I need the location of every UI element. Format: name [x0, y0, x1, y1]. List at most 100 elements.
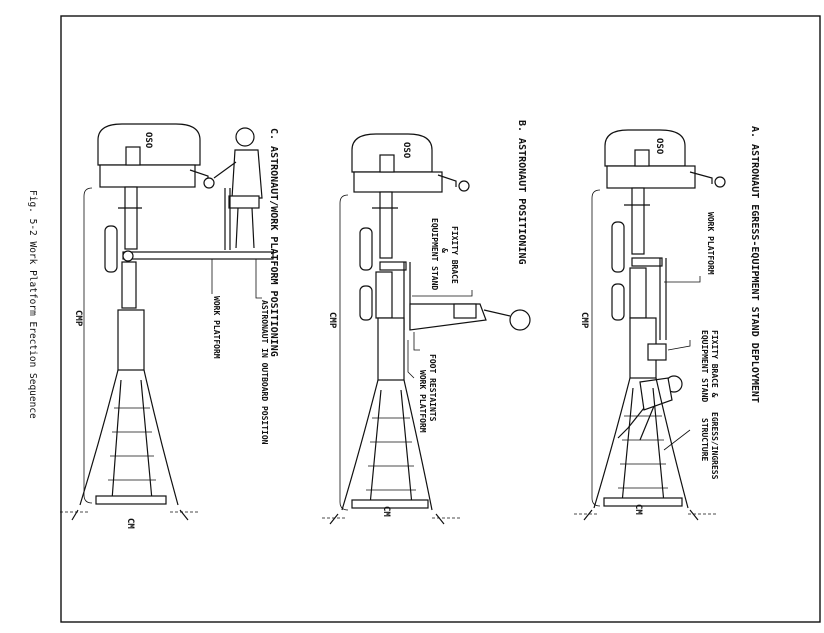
label-egress-2: STRUCTURE	[700, 418, 709, 462]
astronaut-pack	[228, 195, 260, 209]
oso-label: OSO	[401, 142, 411, 159]
side-pod	[611, 283, 625, 321]
panel-b: OSO CMP CM B. ASTRONAUT POSITIONING FIXI…	[322, 120, 531, 525]
label-fixity-3: EQUIPMENT STAND	[430, 218, 439, 290]
astronaut-body	[639, 377, 673, 411]
truss-outer	[593, 377, 689, 509]
truss-rungs	[366, 417, 416, 491]
leader-fixity	[667, 340, 691, 351]
oso-box	[125, 146, 141, 166]
panel-a: OSO CMP CM A. ASTRONAUT EGRESS-EQUIPMENT…	[574, 126, 760, 521]
cm-label: CM	[381, 506, 391, 517]
oso-base	[606, 165, 696, 189]
control-knob	[458, 180, 470, 192]
label-egress-1: EGRESS/INGRESS	[710, 412, 719, 480]
truss-rungs	[108, 407, 156, 481]
control-arm	[437, 174, 457, 187]
truss-inner	[621, 387, 665, 504]
stand-bar	[631, 257, 663, 267]
truss-base	[603, 497, 683, 507]
lower-column	[375, 271, 393, 319]
mast	[631, 187, 645, 255]
cmp-bracket	[339, 194, 349, 511]
oso-dome	[97, 123, 201, 166]
oso-base	[353, 171, 443, 193]
stand-rail	[659, 258, 667, 340]
label-foot-restraints: FOOT RESTAINTS	[428, 354, 437, 422]
cmp-label: CMP	[73, 310, 83, 327]
mast	[379, 191, 393, 259]
leader-foot	[413, 332, 420, 351]
astronaut-helmet	[509, 309, 531, 331]
lower-column	[629, 267, 647, 319]
label-work-platform: WORK PLATFORM	[706, 212, 715, 275]
truss-base	[351, 499, 429, 509]
truss-base	[95, 495, 167, 505]
control-knob	[714, 176, 726, 188]
panel-c-title: C. ASTRONAUT/WORK PLATFORM POSITIONING	[268, 128, 279, 357]
astronaut-arm	[213, 161, 237, 179]
support-column	[377, 317, 405, 381]
leader-work-platform	[407, 340, 415, 379]
astronaut-pack	[453, 303, 477, 319]
oso-box	[634, 149, 650, 167]
truss-inner	[369, 389, 413, 506]
astronaut-torso	[231, 149, 263, 199]
panel-c: OSO CMP CM C. ASTRONAUT/WORK PLAT	[60, 123, 279, 529]
cm-label: CM	[633, 504, 643, 515]
figure-border	[60, 15, 821, 623]
label-fixity-1: FIXITY BRACE	[450, 226, 459, 284]
legs	[329, 513, 445, 525]
figure-caption: Fig. 5-2 Work Platform Erection Sequence	[27, 190, 38, 419]
oso-label: OSO	[654, 138, 664, 155]
railing	[224, 188, 231, 250]
astronaut-legs	[235, 207, 255, 249]
legs	[583, 509, 699, 521]
equipment-box	[647, 343, 667, 361]
stand-bar	[379, 261, 407, 271]
truss-inner	[111, 379, 153, 501]
leader-fixity	[412, 290, 473, 297]
legs	[71, 509, 189, 521]
cmp-bracket	[83, 187, 93, 504]
side-pod	[359, 227, 373, 271]
label-fixity-2: &	[440, 248, 449, 253]
truss-outer	[341, 379, 433, 511]
support-column	[117, 309, 145, 371]
panel-a-title: A. ASTRONAUT EGRESS-EQUIPMENT STAND DEPL…	[749, 126, 760, 403]
side-pod	[611, 221, 625, 273]
oso-label: OSO	[143, 132, 153, 149]
leader-work-platform	[664, 276, 701, 283]
panel-b-title: B. ASTRONAUT POSITIONING	[516, 120, 527, 265]
oso-dome	[351, 133, 433, 173]
stand-rail	[403, 262, 411, 330]
oso-dome	[604, 129, 686, 167]
side-pod	[359, 285, 373, 321]
cmp-label: CMP	[327, 312, 337, 329]
lower-column	[121, 261, 137, 309]
label-work-platform: WORK PLATFORM	[212, 296, 221, 359]
cm-label: CM	[125, 518, 135, 529]
label-fixity-brace-1: FIXITY BRACE &	[710, 330, 719, 398]
label-astronaut-outboard: ASTRONAUT IN OUTBOARD POSITION	[260, 300, 269, 445]
truss-rungs	[618, 415, 668, 489]
cmp-bracket	[591, 189, 601, 507]
leader-egress	[663, 429, 691, 451]
truss-outer	[79, 369, 179, 506]
side-pod	[104, 225, 118, 273]
leader-astronaut	[255, 259, 262, 299]
oso-box	[379, 154, 395, 173]
mast	[124, 186, 138, 250]
control-knob	[203, 177, 215, 189]
label-fixity-brace-2: EQUIPMENT STAND	[700, 330, 709, 402]
astronaut-neck	[483, 309, 511, 317]
pivot	[122, 250, 134, 262]
work-platform-bar	[122, 251, 274, 260]
astronaut-helmet	[235, 127, 255, 147]
astronaut-legs	[617, 405, 655, 441]
control-arm	[689, 171, 713, 184]
label-work-platform: WORK PLATFORM	[418, 370, 427, 433]
oso-base	[99, 164, 196, 188]
cmp-label: CMP	[579, 312, 589, 329]
